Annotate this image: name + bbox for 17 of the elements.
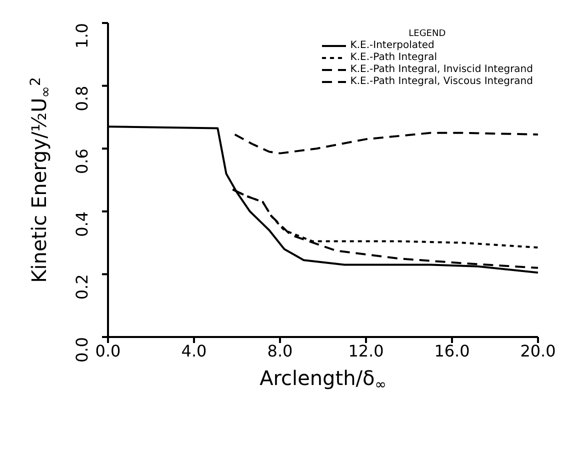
x-tick-label: 4.0 xyxy=(181,341,207,360)
y-tick-label: 0.6 xyxy=(72,148,92,174)
legend-label: K.E.-Interpolated xyxy=(350,40,434,52)
legend-title: LEGEND xyxy=(408,28,447,40)
x-tick-label: 16.0 xyxy=(434,341,470,360)
x-axis-title: Arclength/δ$_{∞}$ xyxy=(260,366,386,394)
y-tick-label: 1.0 xyxy=(72,23,92,48)
y-tick-label: 0.8 xyxy=(72,86,92,112)
x-tick-label: 0.0 xyxy=(95,341,121,360)
legend-label: K.E.-Path Integral, Viscous Integrand xyxy=(350,76,533,88)
y-tick-label: 0.4 xyxy=(72,211,92,237)
legend-label: K.E.-Path Integral xyxy=(350,52,438,64)
x-tick-label: 8.0 xyxy=(267,341,293,360)
x-tick-label: 12.0 xyxy=(348,341,384,360)
y-tick-label: 0.2 xyxy=(72,274,92,300)
x-tick-label: 20.0 xyxy=(520,341,556,360)
legend-label: K.E.-Path Integral, Inviscid Integrand xyxy=(350,64,533,76)
